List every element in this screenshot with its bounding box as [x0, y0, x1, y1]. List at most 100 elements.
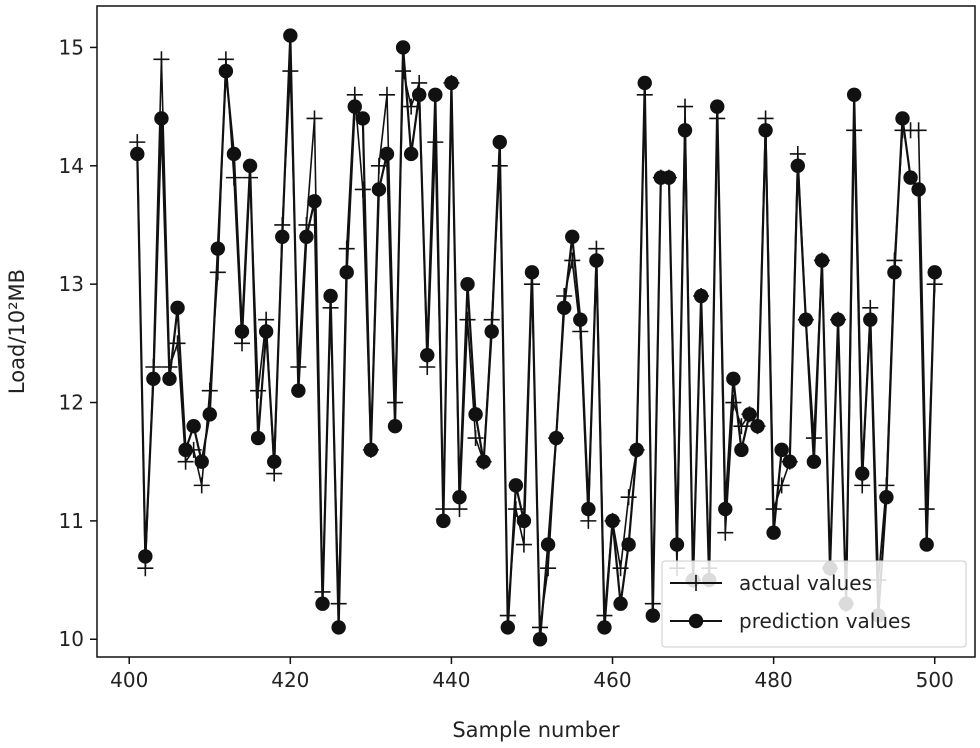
prediction-point [347, 99, 362, 114]
prediction-point [138, 549, 153, 564]
y-tick-label: 10 [59, 627, 84, 651]
x-tick-label: 500 [916, 668, 954, 692]
actual-point [564, 252, 581, 269]
prediction-point [436, 513, 451, 529]
actual-point [306, 110, 323, 127]
prediction-point [669, 537, 685, 552]
actual-point [193, 477, 210, 494]
prediction-point [339, 265, 354, 280]
actual-point [250, 382, 267, 399]
prediction-point [766, 525, 781, 540]
x-tick-label: 440 [432, 668, 470, 692]
actual-point [677, 98, 694, 115]
prediction-point [540, 537, 556, 552]
prediction-point [508, 478, 524, 493]
actual-point [169, 335, 186, 352]
prediction-point [734, 442, 749, 458]
prediction-point [267, 454, 282, 469]
prediction-point [283, 28, 298, 43]
prediction-point [879, 490, 894, 505]
ticks-layer: 400 420 440 460 480 500 10 11 12 13 14 15 [59, 35, 954, 692]
prediction-point [210, 241, 226, 256]
actual-point [378, 86, 395, 103]
prediction-point [750, 418, 765, 434]
actual-point [459, 311, 476, 328]
prediction-point [589, 253, 604, 268]
prediction-point [476, 454, 491, 469]
prediction-point [693, 288, 709, 304]
x-tick-label: 460 [593, 668, 631, 692]
prediction-point [887, 265, 902, 280]
prediction-point [412, 87, 427, 102]
prediction-point [790, 158, 805, 173]
prediction-point [452, 490, 467, 505]
prediction-point [758, 123, 773, 138]
prediction-point [605, 513, 620, 529]
prediction-point [919, 537, 934, 552]
prediction-point [581, 501, 596, 517]
prediction-point [661, 170, 677, 185]
legend: actual values prediction values [661, 560, 967, 648]
prediction-point [250, 430, 266, 446]
actual-point [620, 489, 637, 506]
prediction-point [927, 265, 942, 280]
x-tick-label: 480 [755, 668, 793, 692]
prediction-point [911, 182, 926, 197]
prediction-point [468, 407, 483, 422]
legend-entry: prediction values [670, 609, 911, 633]
prediction-point [492, 134, 507, 150]
prediction-values-line [136, 34, 936, 641]
prediction-point [863, 312, 878, 327]
prediction-point [299, 229, 314, 245]
prediction-point [363, 442, 379, 458]
legend-label: actual values [739, 571, 872, 595]
plot-frame [96, 5, 976, 658]
actual-point [725, 394, 742, 411]
prediction-point [186, 418, 201, 434]
x-tick-label: 400 [110, 668, 148, 692]
prediction-point [395, 40, 411, 55]
prediction-point [307, 194, 322, 209]
prediction-point [444, 75, 459, 91]
legend-box [661, 560, 967, 648]
prediction-point [565, 229, 580, 245]
prediction-point [798, 312, 814, 327]
prediction-point [331, 620, 346, 635]
prediction-point [130, 146, 145, 162]
prediction-point [162, 371, 177, 387]
y-tick-label: 13 [59, 272, 84, 296]
prediction-point [903, 170, 918, 185]
legend-entries: actual values prediction values [670, 571, 911, 633]
y-axis-label: Load/10²MB [5, 269, 29, 394]
prediction-point [428, 87, 443, 102]
actual-point [540, 560, 557, 577]
actual-point [354, 181, 371, 198]
prediction-point [242, 158, 258, 173]
prediction-point [782, 454, 797, 469]
x-tick-label: 420 [271, 668, 309, 692]
prediction-point [742, 407, 757, 422]
prediction-point [403, 146, 419, 162]
y-tick-label: 15 [59, 35, 84, 59]
prediction-point [379, 146, 395, 162]
prediction-point [597, 620, 612, 635]
prediction-point [846, 87, 862, 102]
legend-entry: actual values [670, 571, 872, 595]
legend-label: prediction values [739, 609, 911, 633]
prediction-point [460, 276, 475, 292]
actual-point [153, 51, 170, 68]
prediction-point [146, 371, 161, 387]
actual-point [773, 477, 790, 494]
prediction-point [637, 75, 652, 91]
prediction-point [291, 383, 306, 398]
prediction-point [315, 596, 330, 611]
prediction-point [218, 63, 234, 79]
prediction-point [258, 324, 274, 339]
prediction-point [420, 347, 435, 363]
prediction-point [710, 99, 725, 114]
prediction-point [621, 537, 636, 552]
prediction-point [573, 312, 588, 327]
prediction-point [355, 111, 371, 126]
prediction-point [387, 418, 403, 434]
